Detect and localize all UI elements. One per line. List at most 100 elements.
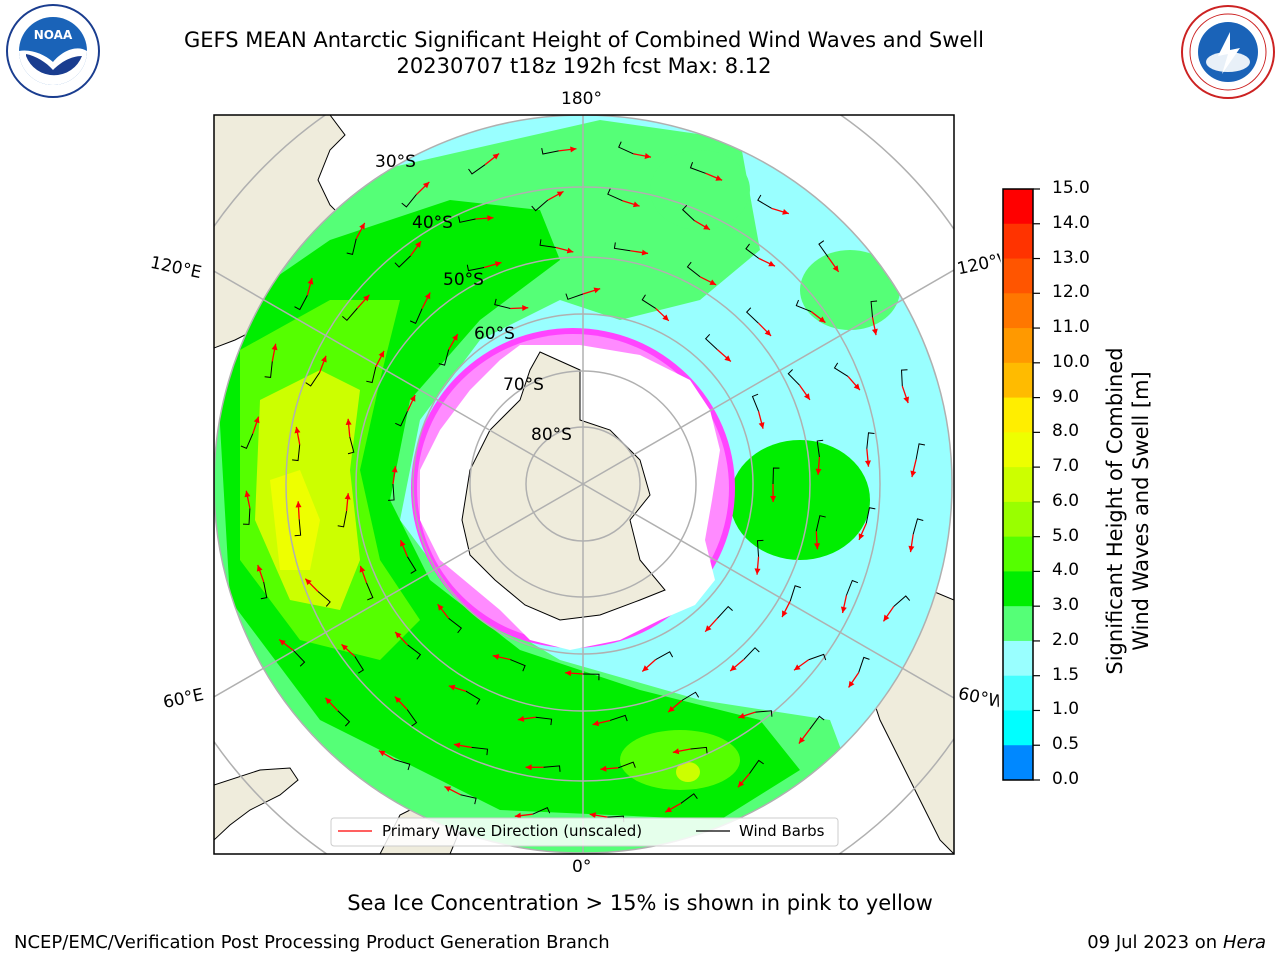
wave-arrow-head	[668, 705, 675, 713]
colorbar-segment	[1003, 710, 1033, 746]
wave-arrow-head	[325, 697, 332, 705]
wave-arrow-head	[359, 565, 366, 573]
wind-barb	[870, 300, 878, 318]
nws-logo	[1180, 4, 1276, 100]
wave-arrow-head	[632, 201, 640, 208]
colorbar-tick-label: 11.0	[1052, 317, 1090, 338]
wave-arrow-head	[517, 715, 525, 722]
wave-arrow-head	[814, 543, 821, 550]
wind-barb	[858, 656, 870, 673]
colorbar-segment	[1003, 501, 1033, 538]
wind-barb	[609, 714, 628, 722]
wave-arrow-head	[492, 153, 500, 160]
colorbar-label: Significant Height of Combined Wind Wave…	[1103, 347, 1153, 675]
legend-wave-label: Primary Wave Direction (unscaled)	[382, 822, 643, 840]
wave-arrow-head	[768, 260, 775, 267]
wind-barb	[833, 362, 849, 377]
wind-barb	[789, 585, 801, 602]
wind-barb	[795, 299, 812, 313]
colorbar-segment	[1003, 258, 1033, 294]
colorbar-tick-label: 3.0	[1052, 595, 1080, 616]
wave-arrow-head	[665, 806, 672, 813]
wind-barb	[337, 511, 348, 528]
wind-barb	[749, 759, 764, 774]
wave-arrow-head	[487, 215, 494, 222]
wind-barb	[466, 264, 485, 272]
wave-arrow-head	[815, 468, 822, 475]
wave-arrow-head	[400, 540, 406, 547]
wave-arrow-head	[344, 493, 351, 500]
colorbar-segment	[1003, 397, 1033, 433]
wave-arrow-head	[910, 470, 917, 478]
wave-arrow-head	[703, 224, 710, 230]
wave-arrow-head	[448, 684, 456, 691]
wind-barb	[704, 334, 718, 351]
wave-arrow-head	[345, 418, 352, 426]
wind-barb	[686, 261, 701, 278]
wind-barb	[240, 433, 254, 450]
wind-barb	[815, 515, 826, 532]
wind-barb	[242, 508, 251, 525]
colorbar-segment	[1003, 606, 1033, 642]
wind-barb	[510, 659, 526, 672]
wind-barb	[305, 372, 320, 387]
colorbar-segment	[1003, 293, 1033, 329]
wave-arrow-head	[853, 383, 860, 391]
wave-arrow-head	[758, 422, 765, 429]
wave-arrow-head	[793, 664, 801, 671]
wind-barb	[337, 710, 351, 727]
wave-arrow-head	[858, 533, 865, 540]
wave-arrow-head	[589, 812, 597, 819]
svg-text:NOAA: NOAA	[34, 28, 73, 42]
wave-arrow-head	[253, 416, 260, 424]
wave-arrow-head	[730, 664, 737, 672]
colorbar-segment	[1003, 328, 1033, 364]
wind-barb	[342, 307, 358, 322]
lat-label-40s: 40°S	[412, 213, 453, 233]
wind-barb	[655, 651, 674, 660]
colorbar-frame	[1002, 188, 1034, 781]
wind-barb	[756, 539, 764, 557]
wind-barb	[690, 746, 708, 754]
wind-barb	[681, 691, 700, 701]
wave-arrow-head	[818, 316, 826, 323]
wave-arrow-head	[244, 490, 251, 498]
wind-barb	[388, 483, 395, 501]
wind-barb	[468, 164, 486, 175]
wave-arrow-head	[592, 720, 600, 727]
wind-barb	[772, 467, 780, 485]
wind-barb	[816, 439, 824, 457]
wave-arrow-head	[724, 355, 731, 362]
colorbar-tick-label: 12.0	[1052, 282, 1090, 303]
colorbar-tick-label: 0.0	[1052, 769, 1080, 789]
wave-arrow-head	[644, 153, 652, 159]
wave-arrow-head	[359, 222, 365, 230]
wave-arrow-head	[453, 742, 461, 749]
wind-barb	[787, 369, 800, 386]
wave-arrow-head	[641, 249, 649, 256]
wind-barb	[745, 243, 760, 259]
wind-barb	[716, 605, 733, 619]
wind-barb	[865, 507, 876, 524]
wave-arrow-head	[672, 748, 680, 755]
wind-barb	[347, 436, 355, 455]
wind-barb	[395, 411, 408, 427]
wave-arrow-head	[600, 765, 607, 772]
chart-title: GEFS MEAN Antarctic Significant Height o…	[183, 28, 985, 52]
wind-barb	[406, 709, 418, 727]
colorbar-tick-label: 4.0	[1052, 560, 1080, 581]
wave-arrow-head	[294, 426, 301, 434]
colorbar-tick-label: 7.0	[1052, 456, 1080, 477]
wave-arrow-head	[444, 786, 452, 792]
wave-arrow-head	[522, 304, 529, 311]
wind-barb	[641, 294, 656, 309]
colorbar-tick-label: 1.5	[1052, 664, 1080, 685]
wind-barb	[354, 656, 365, 674]
wind-barb	[618, 761, 636, 769]
wind-barb	[539, 239, 556, 249]
wave-arrow-head	[565, 670, 572, 677]
wave-arrow-head	[754, 568, 761, 575]
wave-arrow-head	[570, 146, 577, 153]
wind-barb	[613, 242, 631, 252]
